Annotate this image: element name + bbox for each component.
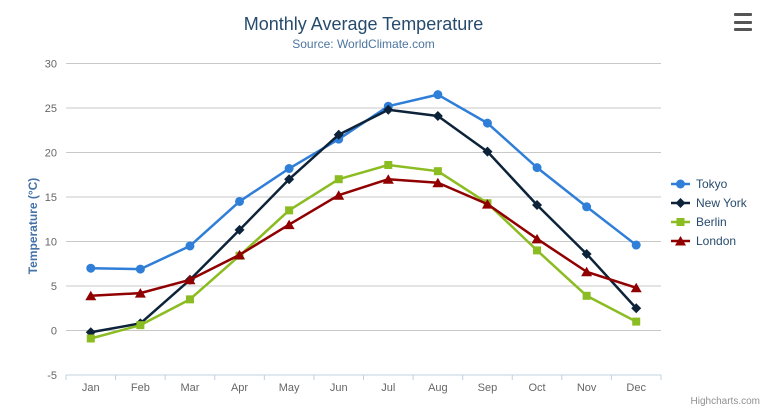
x-axis-label-feb: Feb [131, 382, 150, 394]
x-axis-label-sep: Sep [478, 382, 498, 394]
legend-marker-diamond-icon [671, 197, 690, 208]
x-axis-label-oct: Oct [528, 382, 545, 394]
series-line-berlin[interactable] [89, 163, 638, 340]
data-point-london-mar[interactable] [184, 274, 196, 285]
x-axis-label-apr: Apr [231, 382, 248, 394]
series-line-london[interactable] [89, 177, 638, 298]
data-point-london-sep[interactable] [481, 199, 493, 209]
data-point-new-york-oct[interactable] [532, 200, 543, 211]
x-axis-label-jul: Jul [381, 382, 395, 394]
data-point-tokyo-dec[interactable] [631, 240, 641, 250]
data-point-london-feb[interactable] [134, 288, 146, 298]
data-point-new-york-may[interactable] [284, 174, 295, 185]
data-point-tokyo-aug[interactable] [433, 90, 443, 100]
legend-item-berlin[interactable]: Berlin [671, 212, 747, 231]
data-point-london-jan[interactable] [85, 290, 97, 301]
credits-link[interactable]: Highcharts.com [690, 396, 760, 407]
data-point-new-york-nov[interactable] [581, 248, 592, 259]
legend-label: London [696, 233, 737, 248]
data-point-berlin-jun[interactable] [334, 175, 343, 184]
legend-label: Berlin [696, 214, 727, 229]
data-point-new-york-dec[interactable] [631, 303, 642, 314]
data-point-london-apr[interactable] [234, 249, 246, 260]
data-point-berlin-jul[interactable] [384, 160, 393, 169]
y-axis-label: 5 [51, 281, 57, 293]
data-point-tokyo-sep[interactable] [482, 118, 492, 128]
data-point-tokyo-jan[interactable] [86, 263, 96, 273]
hamburger-icon [734, 13, 752, 16]
x-axis-label-jan: Jan [82, 382, 100, 394]
y-axis-label: 10 [45, 237, 57, 249]
y-axis-label: 0 [51, 326, 57, 338]
legend-marker-circle-icon [671, 179, 690, 188]
data-point-london-may[interactable] [283, 219, 295, 230]
data-point-london-oct[interactable] [531, 233, 543, 244]
y-axis-label: 25 [45, 103, 57, 115]
data-point-new-york-jun[interactable] [333, 129, 344, 140]
legend-item-tokyo[interactable]: Tokyo [671, 174, 747, 193]
data-point-new-york-jul[interactable] [383, 104, 394, 115]
data-point-berlin-aug[interactable] [433, 167, 442, 176]
data-point-new-york-apr[interactable] [234, 224, 245, 235]
data-point-berlin-nov[interactable] [582, 291, 591, 300]
legend-marker-triangle-icon [671, 235, 690, 245]
data-point-tokyo-may[interactable] [284, 164, 294, 174]
series-line-tokyo[interactable] [89, 93, 638, 271]
x-axis-label-dec: Dec [626, 382, 646, 394]
data-point-tokyo-nov[interactable] [582, 202, 592, 212]
data-point-london-jun[interactable] [333, 190, 345, 200]
x-axis-label-mar: Mar [180, 382, 199, 394]
data-point-london-aug[interactable] [432, 177, 444, 188]
chart-context-menu-button[interactable] [732, 11, 756, 33]
series-line-new-york[interactable] [89, 108, 638, 334]
chart-title: Monthly Average Temperature [243, 14, 484, 34]
data-point-berlin-mar[interactable] [185, 295, 194, 304]
data-point-london-jul[interactable] [382, 174, 394, 184]
x-axis-label-jun: Jun [330, 382, 348, 394]
y-axis-title: Temperature (°C) [26, 177, 40, 275]
legend-label: New York [696, 195, 747, 210]
y-axis-label: 20 [45, 148, 57, 160]
chart-subtitle: Source: WorldClimate.com [292, 37, 435, 51]
legend-item-new-york[interactable]: New York [671, 193, 747, 212]
x-axis-label-aug: Aug [428, 382, 448, 394]
y-axis-label: -5 [47, 370, 57, 382]
data-point-london-dec[interactable] [630, 282, 642, 293]
data-point-berlin-dec[interactable] [632, 317, 641, 326]
data-point-tokyo-feb[interactable] [135, 264, 145, 274]
data-point-tokyo-apr[interactable] [235, 196, 245, 206]
data-point-new-york-sep[interactable] [482, 146, 493, 157]
legend-item-london[interactable]: London [671, 231, 747, 250]
x-axis-label-nov: Nov [577, 382, 597, 394]
data-point-london-nov[interactable] [581, 266, 593, 277]
data-point-tokyo-oct[interactable] [532, 163, 542, 173]
data-point-berlin-jan[interactable] [86, 334, 95, 343]
data-point-berlin-oct[interactable] [533, 246, 542, 255]
x-axis-label-may: May [279, 382, 300, 394]
legend-marker-square-icon [671, 217, 690, 226]
data-point-berlin-feb[interactable] [136, 321, 145, 330]
data-point-new-york-aug[interactable] [432, 111, 443, 122]
y-axis-label: 30 [45, 59, 57, 71]
legend-label: Tokyo [696, 176, 728, 191]
y-axis-label: 15 [45, 192, 57, 204]
legend: Tokyo New York Berlin London [671, 174, 747, 250]
data-point-tokyo-mar[interactable] [185, 241, 195, 251]
data-point-berlin-may[interactable] [285, 206, 294, 215]
